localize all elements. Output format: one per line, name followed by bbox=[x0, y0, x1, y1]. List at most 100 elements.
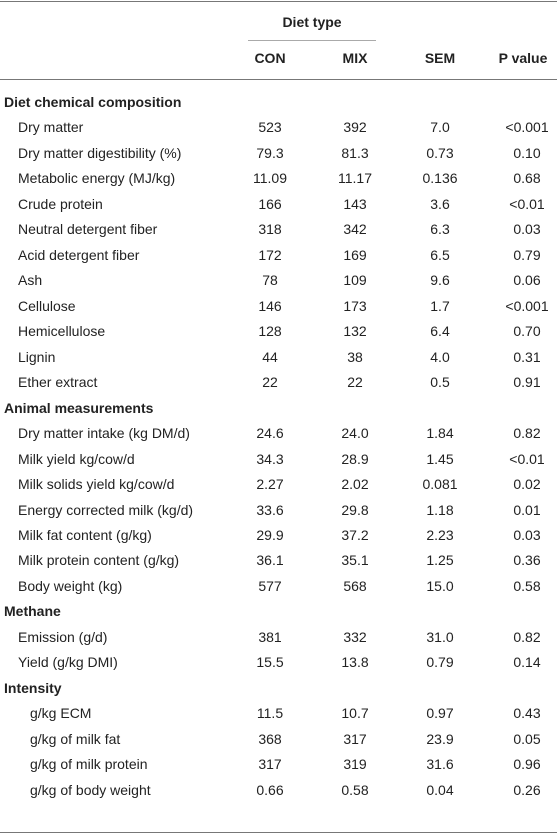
row-label: Hemicellulose bbox=[18, 323, 106, 340]
section-title: Animal measurements bbox=[4, 399, 154, 416]
row-label: Lignin bbox=[18, 348, 56, 365]
cell: 169 bbox=[343, 246, 367, 263]
cell: 29.8 bbox=[341, 501, 369, 518]
bottom-rule bbox=[0, 832, 557, 833]
cell: 22 bbox=[347, 374, 363, 391]
cell: 0.79 bbox=[513, 246, 541, 263]
cell: 4.0 bbox=[430, 348, 450, 365]
cell: 0.73 bbox=[426, 144, 454, 161]
cell: 38 bbox=[347, 348, 363, 365]
row-label: Dry matter digestibility (%) bbox=[18, 144, 182, 161]
cell: 146 bbox=[258, 297, 282, 314]
cell: 79.3 bbox=[256, 144, 284, 161]
row-label: g/kg of body weight bbox=[30, 781, 151, 798]
cell: 35.1 bbox=[341, 552, 369, 569]
cell: 381 bbox=[258, 628, 282, 645]
cell: 15.5 bbox=[256, 654, 284, 671]
row-label: Ash bbox=[18, 272, 43, 289]
cell: 1.45 bbox=[426, 450, 454, 467]
cell: 1.18 bbox=[426, 501, 454, 518]
cell: 9.6 bbox=[430, 272, 450, 289]
cell: 317 bbox=[343, 730, 367, 747]
cell: 0.02 bbox=[513, 476, 541, 493]
cell: 0.14 bbox=[513, 654, 541, 671]
cell: 6.4 bbox=[430, 323, 450, 340]
row-label: Milk fat content (g/kg) bbox=[18, 526, 152, 543]
section-title: Diet chemical composition bbox=[4, 94, 182, 110]
cell: 0.31 bbox=[513, 348, 541, 365]
cell: 317 bbox=[258, 756, 282, 773]
cell: 6.3 bbox=[430, 221, 450, 238]
cell: <0.01 bbox=[509, 195, 545, 212]
group-header: Diet type bbox=[282, 14, 342, 30]
column-header: SEM bbox=[424, 50, 456, 66]
row-label: Dry matter intake (kg DM/d) bbox=[18, 425, 190, 442]
cell: <0.001 bbox=[505, 119, 549, 136]
cell: 173 bbox=[343, 297, 367, 314]
row-label: g/kg of milk protein bbox=[30, 756, 148, 773]
cell: 22 bbox=[262, 374, 278, 391]
cell: 0.081 bbox=[422, 476, 458, 493]
cell: 11.17 bbox=[338, 170, 372, 187]
row-label: Crude protein bbox=[18, 195, 103, 212]
cell: 0.79 bbox=[426, 654, 454, 671]
cell: 6.5 bbox=[430, 246, 450, 263]
cell: 0.97 bbox=[426, 705, 454, 722]
cell: 0.03 bbox=[513, 221, 541, 238]
column-header: P value bbox=[498, 50, 548, 66]
cell: 0.10 bbox=[513, 144, 541, 161]
row-label: Acid detergent fiber bbox=[18, 246, 140, 263]
cell: 0.66 bbox=[256, 781, 284, 798]
cell: 109 bbox=[343, 272, 367, 289]
cell: 81.3 bbox=[341, 144, 369, 161]
row-label: Milk yield kg/cow/d bbox=[18, 450, 135, 467]
cell: 0.06 bbox=[513, 272, 541, 289]
cell: 37.2 bbox=[341, 526, 369, 543]
group-rule bbox=[248, 40, 376, 41]
cell: 7.0 bbox=[430, 119, 450, 136]
cell: 319 bbox=[343, 756, 367, 773]
row-label: Ether extract bbox=[18, 374, 98, 391]
cell: 0.43 bbox=[513, 705, 541, 722]
cell: 44 bbox=[262, 348, 278, 365]
cell: 0.58 bbox=[341, 781, 369, 798]
cell: 33.6 bbox=[256, 501, 284, 518]
row-label: Dry matter bbox=[18, 119, 84, 136]
cell: 0.96 bbox=[513, 756, 541, 773]
cell: 132 bbox=[343, 323, 367, 340]
cell: 31.6 bbox=[426, 756, 454, 773]
row-label: Neutral detergent fiber bbox=[18, 221, 158, 238]
cell: 128 bbox=[258, 323, 282, 340]
cell: 31.0 bbox=[426, 628, 454, 645]
cell: 78 bbox=[262, 272, 278, 289]
cell: 166 bbox=[258, 195, 282, 212]
cell: 332 bbox=[343, 628, 367, 645]
cell: 24.6 bbox=[256, 425, 284, 442]
cell: 172 bbox=[258, 246, 282, 263]
section-title: Intensity bbox=[4, 679, 62, 696]
cell: 0.05 bbox=[513, 730, 541, 747]
row-label: Emission (g/d) bbox=[18, 628, 108, 645]
cell: 3.6 bbox=[430, 195, 450, 212]
cell: 36.1 bbox=[256, 552, 284, 569]
row-label: Milk solids yield kg/cow/d bbox=[18, 476, 175, 493]
cell: 0.136 bbox=[422, 170, 458, 187]
row-label: Yield (g/kg DMI) bbox=[18, 654, 118, 671]
cell: 0.04 bbox=[426, 781, 454, 798]
cell: 0.5 bbox=[430, 374, 450, 391]
row-label: Energy corrected milk (kg/d) bbox=[18, 501, 194, 518]
cell: 2.02 bbox=[341, 476, 369, 493]
cell: 23.9 bbox=[426, 730, 454, 747]
cell: 342 bbox=[343, 221, 367, 238]
cell: 28.9 bbox=[341, 450, 369, 467]
cell: 1.7 bbox=[430, 297, 450, 314]
cell: 13.8 bbox=[341, 654, 369, 671]
row-label: Metabolic energy (MJ/kg) bbox=[18, 170, 176, 187]
cell: 24.0 bbox=[341, 425, 369, 442]
cell: 0.01 bbox=[513, 501, 541, 518]
cell: 34.3 bbox=[256, 450, 284, 467]
top-rule bbox=[0, 1, 557, 2]
cell: 11.09 bbox=[253, 170, 287, 187]
cell: 0.58 bbox=[513, 577, 541, 594]
